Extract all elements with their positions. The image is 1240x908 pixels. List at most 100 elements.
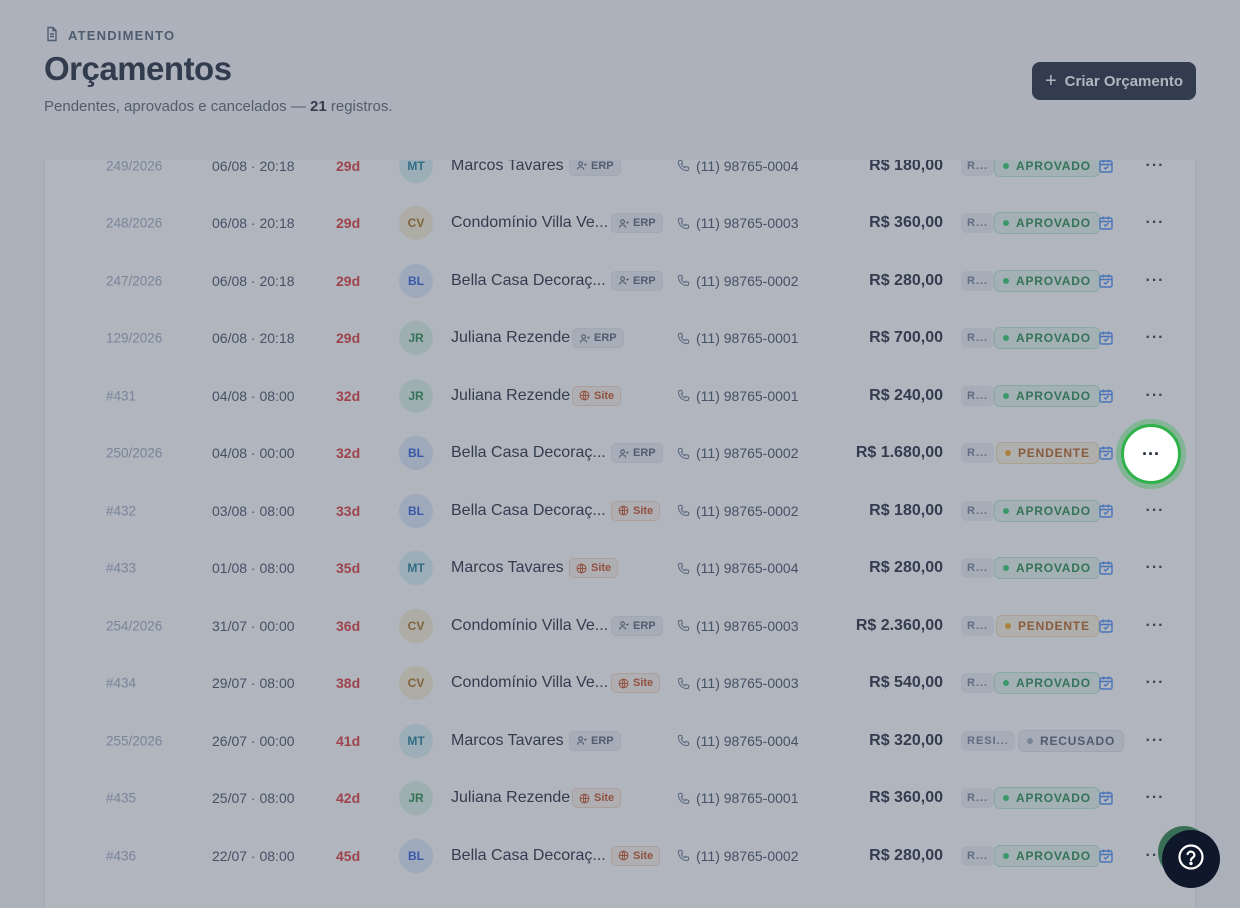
- table-row[interactable]: 249/2026 06/08 · 20:18 29d MT Marcos Tav…: [44, 137, 1196, 194]
- more-horizontal-icon: ···: [1145, 386, 1165, 404]
- client-name[interactable]: Juliana Rezende: [451, 789, 571, 806]
- category-tag: R...: [961, 500, 995, 521]
- more-actions-button[interactable]: ···: [1140, 266, 1170, 296]
- table-row[interactable]: 248/2026 06/08 · 20:18 29d CV Condomínio…: [44, 195, 1196, 252]
- calendar-icon[interactable]: [1098, 560, 1114, 576]
- quote-number[interactable]: #434: [106, 675, 137, 691]
- client-name[interactable]: Bella Casa Decoraç...: [451, 846, 606, 864]
- table-row[interactable]: 254/2026 31/07 · 00:00 36d CV Condomínio…: [44, 597, 1196, 654]
- client-phone[interactable]: (11) 98765-0001: [677, 388, 798, 404]
- table-row[interactable]: 255/2026 26/07 · 00:00 41d MT Marcos Tav…: [44, 712, 1196, 769]
- client-name[interactable]: Bella Casa Decoraç...: [451, 444, 606, 461]
- table-row[interactable]: #431 04/08 · 08:00 32d JR Juliana Rezend…: [44, 367, 1196, 424]
- quote-age: 42d: [336, 790, 361, 806]
- table-row[interactable]: 129/2026 06/08 · 20:18 29d JR Juliana Re…: [44, 310, 1196, 367]
- quote-number[interactable]: #431: [106, 388, 137, 403]
- table-row[interactable]: 250/2026 04/08 · 00:00 32d BL Bella Casa…: [44, 425, 1196, 482]
- more-horizontal-icon: ···: [1145, 731, 1165, 749]
- more-actions-button[interactable]: ···: [1140, 323, 1170, 353]
- calendar-icon[interactable]: [1098, 790, 1114, 806]
- quote-value: R$ 540,00: [869, 674, 943, 691]
- client-phone[interactable]: (11) 98765-0003: [677, 618, 798, 634]
- source-label: Site: [633, 677, 654, 689]
- quote-number[interactable]: 254/2026: [106, 618, 163, 633]
- table-row[interactable]: #435 25/07 · 08:00 42d JR Juliana Rezend…: [44, 770, 1196, 827]
- quote-number[interactable]: 249/2026: [106, 158, 163, 173]
- phone-icon: [677, 677, 690, 690]
- calendar-icon[interactable]: [1098, 618, 1114, 634]
- help-button[interactable]: [1162, 830, 1220, 888]
- quote-age: 33d: [336, 502, 361, 519]
- more-actions-button[interactable]: ···: [1140, 496, 1170, 526]
- client-phone[interactable]: (11) 98765-0002: [677, 503, 798, 519]
- client-phone[interactable]: (11) 98765-0004: [677, 560, 798, 576]
- quote-number[interactable]: 247/2026: [106, 273, 163, 288]
- category-tag: R...: [961, 788, 995, 808]
- more-actions-button[interactable]: ···: [1140, 726, 1170, 756]
- client-phone[interactable]: (11) 98765-0002: [677, 445, 798, 461]
- more-actions-button[interactable]: ···: [1140, 611, 1170, 641]
- quote-value: R$ 180,00: [869, 156, 943, 174]
- client-name[interactable]: Bella Casa Decoraç...: [451, 501, 606, 519]
- quote-number[interactable]: 250/2026: [106, 445, 163, 461]
- more-horizontal-icon: ···: [1145, 789, 1165, 806]
- more-horizontal-icon: ···: [1145, 559, 1165, 576]
- calendar-icon[interactable]: [1098, 388, 1114, 404]
- client-phone[interactable]: (11) 98765-0001: [677, 790, 798, 806]
- table-row[interactable]: #434 29/07 · 08:00 38d CV Condomínio Vil…: [44, 655, 1196, 712]
- status-label: PENDENTE: [1018, 618, 1090, 633]
- more-actions-button[interactable]: ···: [1140, 553, 1170, 583]
- client-phone[interactable]: (11) 98765-0004: [677, 158, 798, 174]
- client-phone[interactable]: (11) 98765-0003: [677, 675, 798, 691]
- client-name[interactable]: Marcos Tavares: [451, 731, 564, 749]
- more-actions-button[interactable]: ···: [1140, 668, 1170, 698]
- quote-number[interactable]: 255/2026: [106, 733, 163, 748]
- highlighted-more-actions-button[interactable]: ···: [1121, 424, 1181, 484]
- quote-date: 04/08 · 08:00: [212, 387, 295, 404]
- calendar-icon[interactable]: [1098, 848, 1114, 864]
- client-phone[interactable]: (11) 98765-0002: [677, 273, 798, 289]
- client-name[interactable]: Condomínio Villa Ve...: [451, 616, 609, 634]
- client-phone[interactable]: (11) 98765-0003: [677, 215, 798, 231]
- calendar-icon[interactable]: [1098, 215, 1114, 231]
- quote-number[interactable]: #436: [106, 848, 137, 863]
- calendar-icon[interactable]: [1098, 445, 1114, 461]
- client-name[interactable]: Condomínio Villa Ve...: [451, 674, 609, 691]
- more-actions-button[interactable]: ···: [1140, 783, 1170, 813]
- table-row[interactable]: #433 01/08 · 08:00 35d MT Marcos Tavares…: [44, 540, 1196, 597]
- calendar-icon[interactable]: [1098, 675, 1114, 691]
- table-row[interactable]: #432 03/08 · 08:00 33d BL Bella Casa Dec…: [44, 482, 1196, 539]
- client-name[interactable]: Bella Casa Decoraç...: [451, 271, 606, 289]
- create-quote-button[interactable]: + Criar Orçamento: [1032, 62, 1196, 100]
- more-actions-button[interactable]: ···: [1140, 208, 1170, 238]
- client-name[interactable]: Marcos Tavares: [451, 559, 564, 576]
- quote-age: 32d: [336, 387, 361, 404]
- calendar-icon[interactable]: [1098, 273, 1114, 289]
- phone-icon: [677, 159, 690, 172]
- phone-number: (11) 98765-0002: [696, 502, 799, 519]
- client-name[interactable]: Condomínio Villa Ve...: [451, 214, 609, 231]
- quote-number[interactable]: #435: [106, 790, 137, 806]
- client-phone[interactable]: (11) 98765-0002: [677, 848, 798, 864]
- quote-number[interactable]: #433: [106, 560, 137, 576]
- more-actions-button[interactable]: ···: [1140, 381, 1170, 411]
- calendar-icon[interactable]: [1098, 158, 1114, 174]
- more-horizontal-icon: ···: [1145, 156, 1165, 174]
- client-phone[interactable]: (11) 98765-0001: [677, 330, 798, 346]
- subtitle-text: Pendentes, aprovados e cancelados —: [44, 98, 306, 115]
- client-phone[interactable]: (11) 98765-0004: [677, 733, 798, 749]
- calendar-icon[interactable]: [1098, 330, 1114, 346]
- client-name[interactable]: Juliana Rezende: [451, 386, 571, 404]
- quote-number[interactable]: #432: [106, 503, 137, 518]
- client-name[interactable]: Marcos Tavares: [451, 156, 564, 174]
- table-row[interactable]: #436 22/07 · 08:00 45d BL Bella Casa Dec…: [44, 827, 1196, 884]
- client-name[interactable]: Juliana Rezende: [451, 329, 571, 346]
- table-row[interactable]: 247/2026 06/08 · 20:18 29d BL Bella Casa…: [44, 252, 1196, 309]
- quote-number[interactable]: 129/2026: [106, 330, 163, 346]
- calendar-icon[interactable]: [1098, 503, 1114, 519]
- phone-icon: [677, 504, 690, 517]
- status-dot: [1005, 622, 1011, 629]
- quote-value: R$ 240,00: [869, 386, 943, 404]
- more-actions-button[interactable]: ···: [1140, 151, 1170, 181]
- quote-number[interactable]: 248/2026: [106, 215, 163, 231]
